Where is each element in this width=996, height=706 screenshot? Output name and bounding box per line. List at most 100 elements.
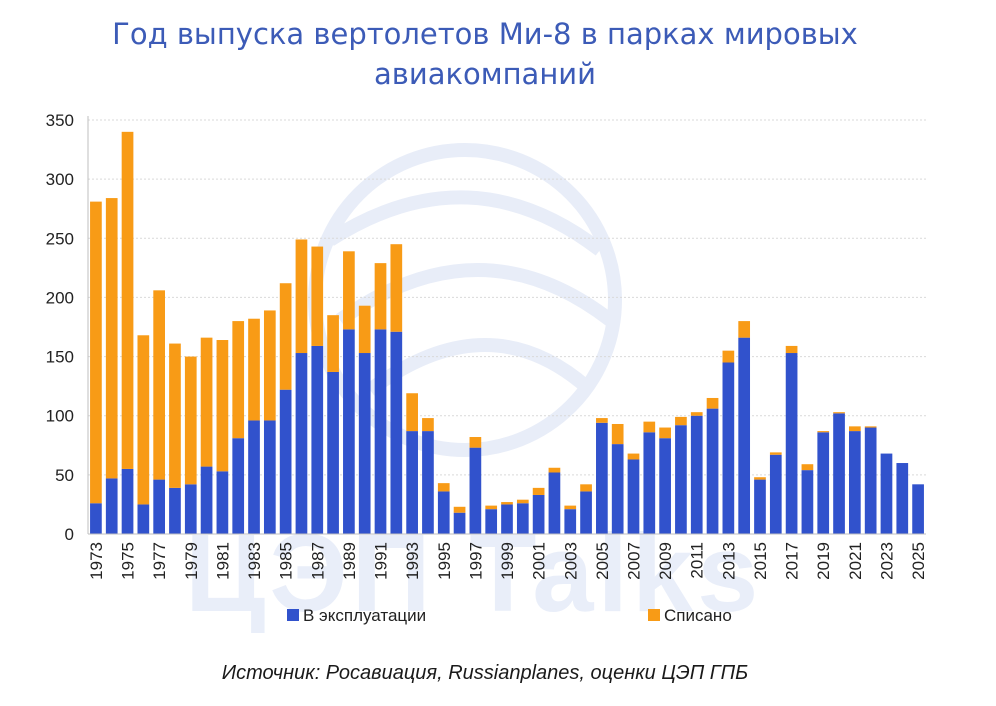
x-tick-label: 2009 [656,542,675,580]
bar-in-service-2021 [849,431,861,534]
bar-written-off-1994 [422,418,434,432]
x-tick-label: 2013 [719,542,738,580]
bar-written-off-2015 [754,477,766,480]
bar-in-service-2010 [675,425,687,534]
bar-in-service-2013 [722,362,735,534]
bar-in-service-2003 [564,509,577,534]
bar-written-off-1988 [327,315,339,372]
bar-in-service-1987 [311,345,324,534]
bar-in-service-1975 [121,468,134,534]
bar-in-service-1974 [105,478,118,534]
x-tick-label: 2017 [783,542,802,580]
bar-in-service-2004 [580,491,592,534]
bar-written-off-2002 [548,467,561,473]
y-axis: 0 50 100 150 200 250 300 350 [46,111,89,544]
bar-written-off-1978 [169,343,181,488]
y-tick-label: 300 [46,170,74,189]
bar-written-off-1990 [358,305,371,354]
gridlines [88,119,926,535]
bar-in-service-1999 [501,504,513,534]
bar-written-off-2001 [532,487,545,495]
y-tick-label: 150 [46,348,74,367]
bar-written-off-1999 [501,502,513,505]
bar-written-off-2010 [675,416,687,426]
bar-written-off-1995 [437,483,450,492]
bar-written-off-1981 [216,340,229,472]
x-tick-label: 2023 [877,542,896,580]
bar-written-off-2004 [580,484,592,492]
bar-written-off-2020 [833,412,845,414]
bar-in-service-2020 [833,413,845,534]
bar-in-service-1979 [184,484,197,534]
bar-written-off-1996 [453,506,466,513]
bar-in-service-1996 [453,512,466,534]
bar-written-off-1987 [311,246,324,346]
bar-written-off-1973 [90,201,102,504]
bar-in-service-2023 [880,453,893,534]
x-tick-label: 2015 [751,542,770,580]
bar-written-off-1993 [406,393,418,432]
bar-in-service-1977 [153,479,165,534]
x-tick-label: 1973 [87,542,106,580]
bar-written-off-1977 [153,290,165,480]
bar-in-service-1973 [90,503,102,534]
bar-written-off-2012 [706,397,719,409]
bar-written-off-1986 [295,239,308,354]
bar-in-service-1980 [200,466,213,534]
x-tick-label: 2005 [593,542,612,580]
bar-in-service-1989 [343,329,355,534]
y-tick-label: 0 [65,525,74,544]
bar-written-off-2009 [659,427,671,439]
bar-written-off-2011 [690,412,703,416]
bar-in-service-2000 [516,503,529,534]
x-tick-label: 2021 [846,542,865,580]
bar-written-off-1998 [485,505,498,510]
bar-written-off-2007 [627,453,640,460]
bar-written-off-2018 [801,464,814,471]
legend-label-written-off: Списано [664,606,732,625]
bar-in-service-1990 [358,353,371,534]
bar-written-off-1997 [469,437,482,448]
x-tick-label: 1979 [182,542,201,580]
bar-in-service-2008 [643,432,656,534]
x-tick-label: 2011 [688,542,707,579]
x-tick-label: 2001 [530,542,549,580]
x-tick-label: 1975 [119,542,138,580]
bar-written-off-1984 [263,310,276,421]
bar-in-service-2024 [896,463,909,534]
x-tick-label: 2007 [624,542,643,580]
bar-written-off-1975 [121,131,134,469]
bar-written-off-1979 [184,356,197,485]
bar-written-off-2016 [769,452,782,455]
bar-written-off-1974 [105,198,118,479]
bar-written-off-1992 [390,244,403,332]
legend-label-in-service: В эксплуатации [303,606,426,625]
bars [90,131,924,534]
bar-written-off-1989 [343,251,355,330]
bar-in-service-2006 [611,444,624,534]
legend: В эксплуатации Списано [287,606,732,625]
legend-swatch-in-service [287,609,299,621]
bar-written-off-1976 [137,335,150,505]
y-tick-label: 350 [46,111,74,130]
bar-in-service-2011 [690,415,703,534]
chart-title-line-1: Год выпуска вертолетов Ми-8 в парках мир… [112,17,858,51]
bar-written-off-2005 [596,418,608,423]
x-axis: 1973 1975 1977 1979 1981 1983 1985 1987 1989 1991… [87,533,928,580]
bar-in-service-1992 [390,331,403,534]
bar-in-service-1993 [406,431,418,534]
bar-written-off-2013 [722,350,735,363]
x-tick-label: 1977 [150,542,169,580]
bar-in-service-1985 [279,389,292,534]
x-tick-label: 1985 [277,542,296,580]
bar-in-service-1983 [248,420,260,534]
bar-in-service-2017 [785,353,798,534]
bar-in-service-1995 [437,491,450,534]
bar-in-service-2001 [532,494,545,534]
bar-written-off-2000 [516,499,529,504]
bar-in-service-1986 [295,353,308,534]
source-note: Источник: Росавиация, Russianplanes, оце… [221,662,749,684]
bar-written-off-1991 [374,263,387,330]
bar-in-service-1994 [422,431,434,534]
